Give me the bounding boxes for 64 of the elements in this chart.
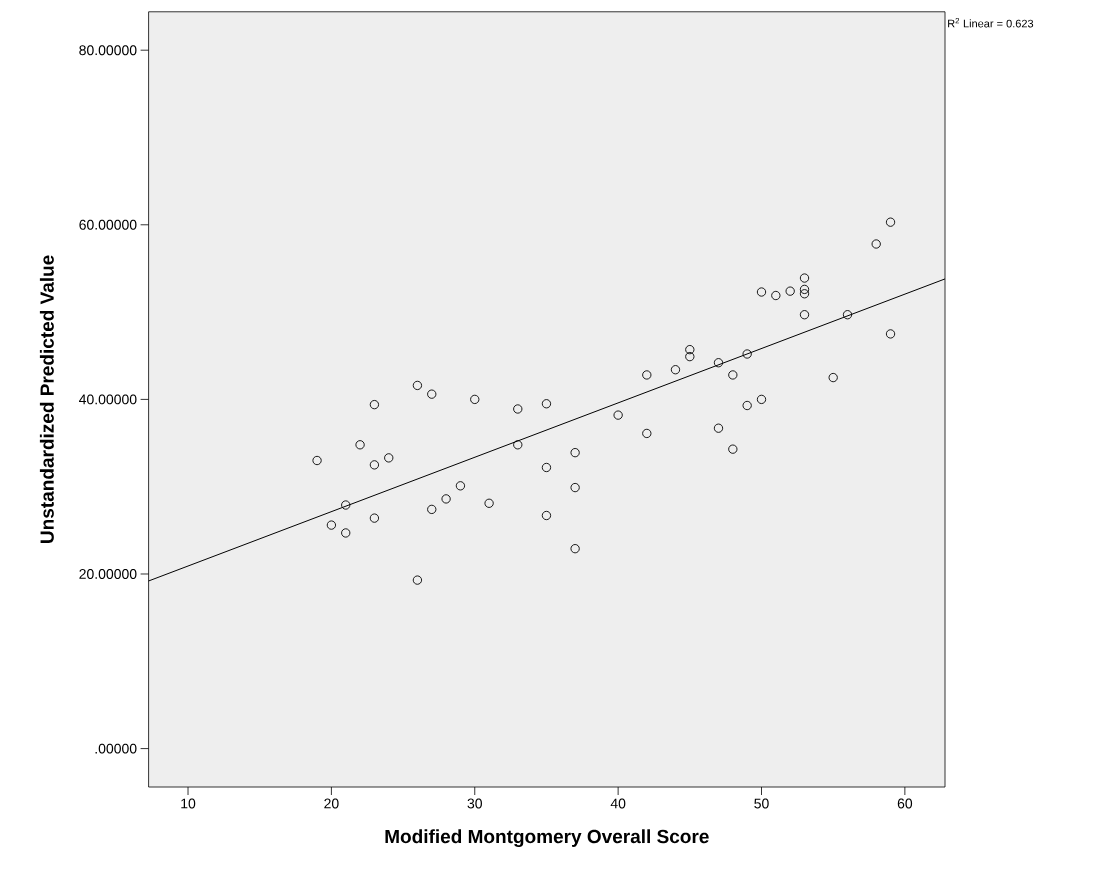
point: [355, 440, 365, 450]
point: [799, 273, 810, 283]
point: [369, 513, 380, 523]
point: [685, 345, 695, 355]
point: [742, 349, 752, 359]
point: [885, 217, 896, 227]
point: [341, 500, 351, 510]
point: [756, 394, 767, 405]
y-tick-label: 60.00000: [79, 219, 137, 230]
point: [341, 528, 351, 538]
text: R$^{2}$ Linear = 0.623: [948, 17, 1034, 28]
x-axis-title: Modified Montgomery Overall Score: [385, 829, 709, 848]
point: [412, 575, 423, 585]
point: [642, 428, 652, 439]
y-tick-label: .00000: [95, 743, 137, 754]
x-tick-label: 30: [467, 798, 482, 809]
point: [541, 399, 552, 409]
point: [470, 394, 480, 405]
point: [799, 310, 810, 320]
point: [713, 358, 724, 368]
point: [728, 444, 738, 454]
point: [785, 286, 795, 296]
y-tick-label: 20.00000: [79, 569, 137, 579]
y-tick-label: 40.00000: [79, 394, 137, 405]
point: [685, 351, 695, 362]
point: [570, 448, 580, 458]
point: [713, 423, 724, 433]
point: [513, 404, 523, 414]
point: [312, 455, 322, 466]
point: [412, 380, 423, 391]
point: [742, 400, 752, 411]
point: [799, 284, 810, 295]
x-tick-label: 60: [897, 798, 913, 809]
x-tick-label: 20: [324, 798, 339, 809]
point: [513, 440, 523, 450]
x-tick-label: 40: [610, 798, 626, 809]
point: [484, 498, 494, 508]
x-tick-label: 50: [754, 798, 769, 809]
point: [828, 372, 838, 383]
y-tick-label: 80.00000: [79, 45, 137, 56]
point: [756, 287, 767, 297]
point: [369, 400, 380, 410]
point: [570, 544, 580, 554]
y-axis-title: Unstandardized Predicted Value: [39, 255, 54, 543]
point: [885, 329, 896, 339]
point: [541, 510, 552, 521]
point: [871, 239, 881, 249]
point: [541, 462, 552, 473]
point: [799, 289, 810, 299]
point: [369, 460, 380, 470]
point: [771, 290, 781, 301]
x-tick-label: 10: [181, 798, 196, 809]
point: [427, 389, 437, 399]
point: [670, 365, 681, 375]
point: [613, 410, 623, 420]
point: [842, 310, 853, 320]
point: [642, 370, 652, 380]
point: [427, 504, 437, 515]
point: [326, 520, 337, 530]
point: [728, 370, 738, 380]
point: [441, 494, 451, 504]
point: [570, 482, 580, 493]
point: [384, 453, 394, 463]
point: [455, 481, 466, 491]
